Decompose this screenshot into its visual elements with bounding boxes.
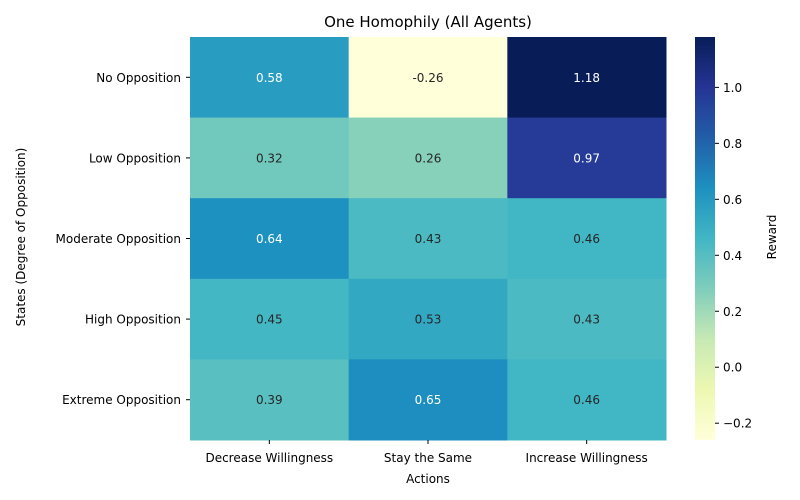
x-axis-label: Actions xyxy=(406,472,450,486)
heatmap-cell xyxy=(507,359,667,441)
cell-value-label: 0.46 xyxy=(573,393,600,407)
heatmap-cell xyxy=(348,359,508,441)
cell-value-label: 0.43 xyxy=(573,313,600,327)
heatmap-cell xyxy=(190,37,350,119)
y-axis: No Opposition Low Opposition Moderate Oppo… xyxy=(56,71,190,407)
heatmap-cell xyxy=(348,37,508,119)
heatmap-cell xyxy=(190,359,350,441)
colorbar: −0.2 0.0 0.2 0.4 0.6 0.8 1.0 xyxy=(695,37,752,440)
cell-value-label: 0.43 xyxy=(415,232,442,246)
x-tick-label: Decrease Willingness xyxy=(205,451,333,465)
heatmap-cell xyxy=(507,117,667,199)
y-tick-label: High Opposition xyxy=(85,313,181,327)
heatmap-cell xyxy=(507,198,667,280)
chart-title: One Homophily (All Agents) xyxy=(324,13,532,31)
colorbar-tick-label: 0.6 xyxy=(723,193,742,207)
colorbar-tick-label: 0.8 xyxy=(723,137,742,151)
heatmap-cells: 0.58 -0.26 1.18 0.32 0.26 0.97 0.64 0.43 0.46 0.4… xyxy=(190,37,667,441)
heatmap-cell xyxy=(190,278,350,360)
cell-value-label: 0.64 xyxy=(256,232,283,246)
heatmap-cell xyxy=(190,117,350,199)
heatmap-cell xyxy=(348,117,508,199)
y-tick-label: Moderate Opposition xyxy=(56,232,181,246)
y-tick-label: No Opposition xyxy=(96,71,181,85)
cell-value-label: 0.39 xyxy=(256,393,283,407)
y-axis-label: States (Degree of Opposition) xyxy=(14,148,28,327)
heatmap-cell xyxy=(190,198,350,280)
x-tick-label: Stay the Same xyxy=(384,451,472,465)
cell-value-label: 0.46 xyxy=(573,232,600,246)
cell-value-label: -0.26 xyxy=(412,71,443,85)
colorbar-tick-label: 0.0 xyxy=(723,361,742,375)
y-tick-label: Extreme Opposition xyxy=(62,393,181,407)
cell-value-label: 0.26 xyxy=(415,151,442,165)
colorbar-tick-label: 0.4 xyxy=(723,249,742,263)
heatmap-cell xyxy=(507,278,667,360)
heatmap-cell xyxy=(348,278,508,360)
cell-value-label: 0.32 xyxy=(256,151,283,165)
cell-value-label: 1.18 xyxy=(573,71,600,85)
colorbar-tick-label: −0.2 xyxy=(723,417,752,431)
cell-value-label: 0.97 xyxy=(573,151,600,165)
colorbar-gradient xyxy=(695,37,715,440)
cell-value-label: 0.53 xyxy=(415,313,442,327)
heatmap-cell xyxy=(348,198,508,280)
cell-value-label: 0.45 xyxy=(256,313,283,327)
heatmap-cell xyxy=(507,37,667,119)
colorbar-tick-label: 0.2 xyxy=(723,305,742,319)
y-tick-label: Low Opposition xyxy=(89,151,181,165)
x-tick-label: Increase Willingness xyxy=(526,451,648,465)
cell-value-label: 0.58 xyxy=(256,71,283,85)
x-axis: Decrease Willingness Stay the Same Increas… xyxy=(205,440,648,465)
colorbar-tick-label: 1.0 xyxy=(723,81,742,95)
colorbar-label: Reward xyxy=(765,215,779,260)
cell-value-label: 0.65 xyxy=(415,393,442,407)
